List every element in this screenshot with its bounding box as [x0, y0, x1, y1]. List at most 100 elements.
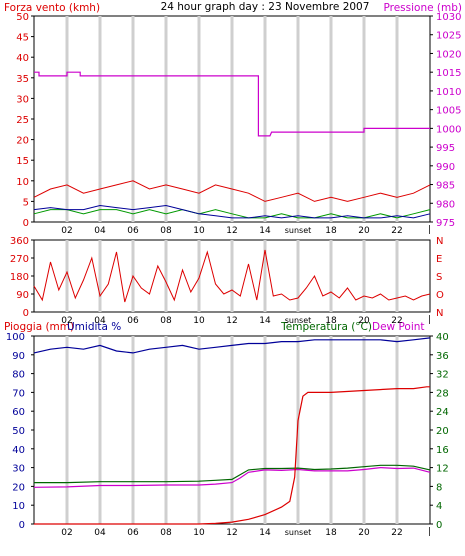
wind-tick-label: 20 — [16, 136, 29, 147]
humidity-tick-label: 50 — [12, 426, 25, 437]
temperature-tick-label: 0 — [436, 520, 442, 531]
pressure-tick-label: 1020 — [436, 49, 461, 60]
series-line-dew-point — [33, 466, 431, 488]
humidity-tick-label: 70 — [12, 388, 25, 399]
panel-1 — [33, 15, 431, 223]
x-tick-label: 20 — [358, 528, 370, 538]
wind-tick-label: 0 — [23, 218, 29, 229]
series-line-umidita — [33, 337, 431, 354]
temperature-axis-title: Temperatura (°C) — [280, 321, 372, 333]
x-tick-label: 04 — [94, 226, 106, 236]
series-line-media-10- — [33, 204, 431, 219]
direction-tick-label: 270 — [10, 254, 29, 265]
compass-label: N — [436, 308, 443, 319]
panel-2 — [33, 239, 431, 313]
x-tick-label: 10 — [193, 528, 205, 538]
compass-label: O — [436, 290, 444, 301]
direction-tick-label: 90 — [16, 290, 29, 301]
wind-tick-label: 15 — [16, 156, 29, 167]
x-tick-end: | — [428, 315, 431, 325]
temperature-tick-label: 36 — [436, 351, 449, 362]
x-tick-label: 02 — [61, 226, 72, 236]
pressure-tick-label: 1000 — [436, 124, 461, 135]
wind-tick-label: 30 — [16, 94, 29, 105]
x-tick-label: sunset — [285, 316, 312, 325]
temperature-tick-label: 20 — [436, 426, 449, 437]
wind-tick-label: 5 — [23, 197, 29, 208]
x-tick-label: 14 — [259, 316, 271, 326]
x-tick-label: 18 — [325, 528, 337, 538]
x-tick-label: 06 — [127, 316, 139, 326]
pressure-tick-label: 985 — [436, 181, 455, 192]
series-line-pioggia — [34, 386, 430, 525]
humidity-axis-title: Umidita % — [67, 321, 121, 333]
wind-tick-label: 25 — [16, 115, 29, 126]
x-tick-label: 08 — [160, 316, 172, 326]
x-tick-label: 18 — [325, 316, 337, 326]
x-tick-label: 06 — [127, 226, 139, 236]
x-tick-label: 04 — [94, 316, 106, 326]
humidity-tick-label: 20 — [12, 482, 25, 493]
humidity-tick-label: 60 — [12, 407, 25, 418]
x-tick-label: 12 — [226, 316, 237, 326]
series-line-direction — [33, 249, 431, 303]
pressure-tick-label: 1005 — [436, 106, 461, 117]
chart-title: 24 hour graph day : 23 Novembre 2007 — [161, 1, 370, 13]
x-tick-end: | — [428, 527, 431, 537]
temperature-tick-label: 4 — [436, 501, 442, 512]
humidity-tick-label: 30 — [12, 464, 25, 475]
temperature-tick-label: 32 — [436, 370, 449, 381]
x-tick-label: sunset — [285, 528, 312, 537]
wind-tick-label: 10 — [16, 177, 29, 188]
x-tick-label: 08 — [160, 528, 172, 538]
x-tick-label: 14 — [259, 528, 271, 538]
direction-tick-label: 0 — [23, 308, 29, 319]
x-tick-end: | — [428, 225, 431, 235]
pressure-axis-title: Pressione (mb) — [383, 2, 462, 14]
pressure-tick-label: 990 — [436, 162, 455, 173]
x-tick-label: 06 — [127, 528, 139, 538]
x-tick-label: 12 — [226, 528, 237, 538]
x-tick-label: 22 — [391, 316, 402, 326]
temperature-tick-label: 28 — [436, 388, 449, 399]
pressure-tick-label: 1025 — [436, 31, 461, 42]
x-tick-label: 22 — [391, 226, 402, 236]
humidity-tick-label: 0 — [19, 520, 25, 531]
x-tick-label: 02 — [61, 528, 72, 538]
x-tick-label: 14 — [259, 226, 271, 236]
series-line-pressione — [34, 71, 430, 137]
dewpoint-axis-title: Dew Point — [372, 321, 425, 333]
x-tick-label: 04 — [94, 528, 106, 538]
compass-label: S — [436, 272, 442, 283]
x-tick-label: 08 — [160, 226, 172, 236]
temperature-tick-label: 12 — [436, 464, 449, 475]
x-tick-label: 18 — [325, 226, 337, 236]
humidity-tick-label: 100 — [6, 332, 25, 343]
series-line-temperatura — [34, 464, 431, 484]
x-tick-label: 12 — [226, 226, 237, 236]
wind-tick-label: 40 — [16, 53, 29, 64]
series-line-raffica — [33, 180, 431, 202]
pressure-tick-label: 995 — [436, 143, 455, 154]
temperature-tick-label: 8 — [436, 482, 442, 493]
compass-label: E — [436, 254, 442, 265]
compass-label: N — [436, 236, 443, 247]
x-tick-label: 10 — [193, 226, 205, 236]
pressure-tick-label: 975 — [436, 218, 455, 229]
wind-axis-title: Forza vento (kmh) — [4, 2, 100, 14]
direction-tick-label: 360 — [10, 236, 29, 247]
x-tick-label: 10 — [193, 316, 205, 326]
x-tick-label: 02 — [61, 316, 72, 326]
wind-tick-label: 45 — [16, 33, 29, 44]
x-tick-label: 20 — [358, 316, 370, 326]
temperature-tick-label: 24 — [436, 407, 449, 418]
x-tick-label: sunset — [285, 226, 312, 235]
rain-axis-title: Pioggia (mm) — [4, 321, 74, 333]
pressure-tick-label: 980 — [436, 199, 455, 210]
pressure-tick-label: 1030 — [436, 12, 461, 23]
humidity-tick-label: 90 — [12, 351, 25, 362]
humidity-tick-label: 40 — [12, 445, 25, 456]
temperature-tick-label: 40 — [436, 332, 449, 343]
